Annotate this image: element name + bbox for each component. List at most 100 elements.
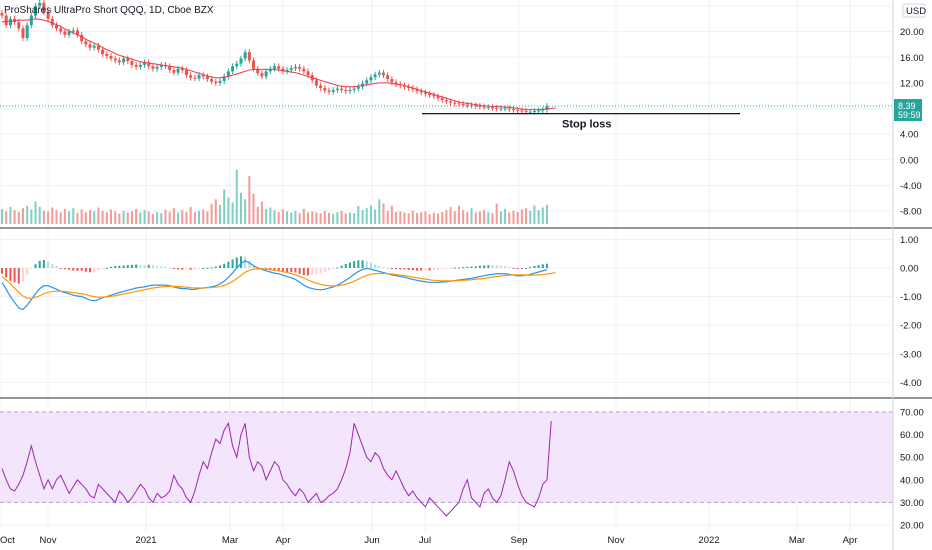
x-tick-label: Mar [222, 535, 238, 546]
candle-body [176, 68, 180, 73]
candle-body [189, 75, 193, 78]
volume-bar [110, 209, 112, 224]
macd-bar [399, 268, 402, 270]
candle-body [390, 79, 394, 83]
macd-bar [59, 268, 62, 269]
candle-body [147, 62, 151, 67]
volume-bar [156, 212, 159, 224]
macd-bar [84, 268, 87, 272]
candle-body [344, 89, 348, 92]
candle-body [482, 106, 486, 108]
macd-bar [72, 268, 75, 271]
candle-body [423, 92, 427, 94]
candle-body [75, 30, 79, 35]
volume-bar [424, 211, 427, 224]
volume-bar [181, 210, 184, 224]
macd-bar [298, 268, 301, 275]
candle-body [29, 15, 33, 26]
macd-bar [93, 268, 96, 273]
volume-bar [520, 209, 523, 224]
macd-bar [135, 264, 138, 268]
macd-bar [17, 268, 20, 284]
macd-bar [248, 260, 251, 268]
candle-body [205, 76, 209, 80]
candle-body [352, 88, 356, 90]
volume-bar [369, 205, 372, 224]
volume-bar [38, 206, 41, 224]
macd-bar [420, 268, 423, 271]
macd-bar [101, 268, 104, 269]
volume-bar [206, 211, 209, 224]
macd-bar [332, 268, 335, 269]
macd-bar [239, 256, 242, 268]
candle-body [499, 108, 503, 110]
candle-body [440, 98, 444, 101]
macd-bar [273, 268, 276, 271]
volume-bar [546, 204, 548, 224]
volume-bar [411, 210, 414, 224]
macd-bar [189, 268, 192, 270]
x-tick-label: 2022 [698, 535, 719, 546]
volume-bar [541, 207, 544, 224]
volume-bar [13, 210, 16, 224]
macd-bar [386, 268, 389, 269]
macd-bar [210, 267, 213, 269]
macd-bar [508, 267, 511, 269]
volume-bar [416, 213, 419, 224]
macd-bar [164, 266, 167, 268]
volume-bar [348, 212, 351, 224]
macd-bar [478, 265, 481, 268]
volume-bar [168, 211, 171, 224]
y-tick-label: 1.00 [900, 235, 919, 246]
volume-bar [198, 210, 201, 224]
volume-bar [139, 212, 142, 224]
volume-bar [382, 203, 385, 224]
macd-bar [390, 268, 393, 269]
volume-bars [1, 169, 548, 224]
macd-bar [525, 268, 528, 269]
volume-bar [298, 213, 301, 224]
volume-bar [214, 199, 217, 224]
candle-body [138, 64, 142, 67]
candle-body [407, 86, 411, 88]
candle-body [222, 76, 226, 81]
volume-bar [21, 208, 24, 224]
volume-bar [374, 209, 377, 224]
volume-bar [487, 212, 490, 224]
candle-body [319, 85, 323, 88]
volume-bar [89, 210, 92, 224]
candle-body [159, 64, 163, 67]
price-tag-value: 8.39 [898, 101, 916, 111]
volume-bar [437, 213, 439, 224]
candle-body [130, 61, 134, 65]
macd-bar [520, 268, 523, 269]
candle-body [528, 111, 532, 113]
volume-bar [252, 193, 255, 224]
x-tick-label: Jul [419, 535, 431, 546]
volume-bar [315, 212, 318, 224]
candle-body [168, 66, 172, 71]
volume-bar [55, 210, 58, 224]
candle-body [21, 28, 25, 39]
candle-body [285, 70, 289, 72]
macd-bar [151, 265, 154, 268]
macd-bar [156, 265, 159, 268]
macd-bar [395, 268, 398, 270]
volume-bar [118, 213, 121, 224]
volume-bar [5, 211, 8, 224]
macd-bar [281, 268, 284, 272]
macd-bar [374, 264, 377, 268]
volume-bar [202, 209, 205, 224]
candle-body [356, 86, 360, 89]
currency-button[interactable]: USD [902, 3, 926, 18]
volume-bar [63, 208, 66, 224]
candle-body [453, 102, 457, 104]
candle-body [151, 66, 155, 69]
y-tick-label: -3.00 [900, 349, 922, 360]
candle-body [67, 31, 71, 35]
candle-body [59, 28, 63, 32]
candle-body [252, 60, 256, 69]
macd-bar [227, 261, 230, 268]
candle-body [382, 72, 385, 76]
